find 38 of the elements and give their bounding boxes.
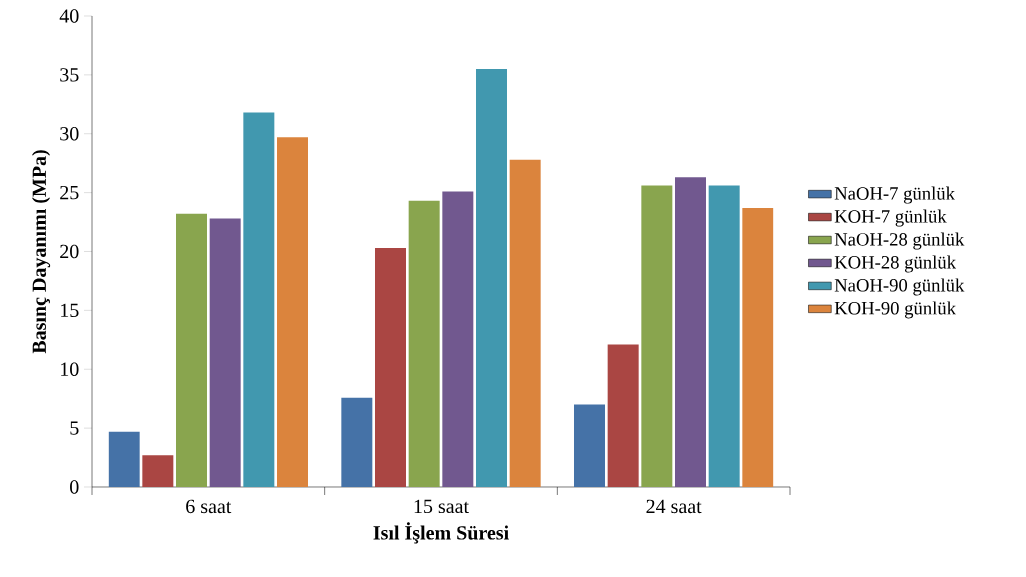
x-tick-label: 15 saat (414, 499, 469, 514)
y-axis-title: Basınç Dayanımı (MPa) (31, 150, 51, 354)
bar (675, 177, 706, 487)
x-tick-label: 6 saat (186, 499, 232, 514)
legend-label: KOH-90 günlük (834, 301, 957, 319)
bar (641, 185, 673, 487)
y-tick-label: 30 (60, 126, 79, 141)
bar (108, 431, 140, 487)
bar (375, 247, 406, 487)
x-axis-title: Isıl İşlem Süresi (373, 522, 509, 544)
y-tick-label: 20 (60, 244, 79, 259)
bar (176, 213, 208, 487)
legend-label: NaOH-7 günlük (834, 186, 955, 204)
bar (708, 185, 740, 487)
legend-label: NaOH-28 günlük (834, 232, 965, 250)
bar (742, 207, 774, 487)
bar (209, 218, 241, 487)
y-tick-label: 35 (60, 68, 79, 82)
y-tick-label: 15 (61, 303, 79, 318)
bar (243, 112, 275, 487)
legend-label: NaOH-90 günlük (834, 278, 965, 296)
y-tick-label: 0 (70, 480, 79, 494)
bar (142, 455, 174, 487)
y-tick-label: 5 (70, 421, 79, 435)
y-tick-label: 10 (61, 362, 79, 376)
legend-label: KOH-28 günlük (834, 255, 957, 273)
bar (574, 404, 605, 487)
bar (476, 68, 507, 487)
bar (607, 344, 639, 487)
bar (341, 397, 373, 487)
bar (277, 137, 308, 487)
legend-label: KOH-7 günlük (834, 209, 947, 227)
bar (442, 191, 474, 487)
y-tick-label: 40 (59, 9, 79, 23)
bar (509, 159, 541, 487)
x-tick-label: 24 saat (646, 499, 702, 514)
y-tick-label: 25 (60, 185, 79, 200)
bar (408, 200, 440, 487)
